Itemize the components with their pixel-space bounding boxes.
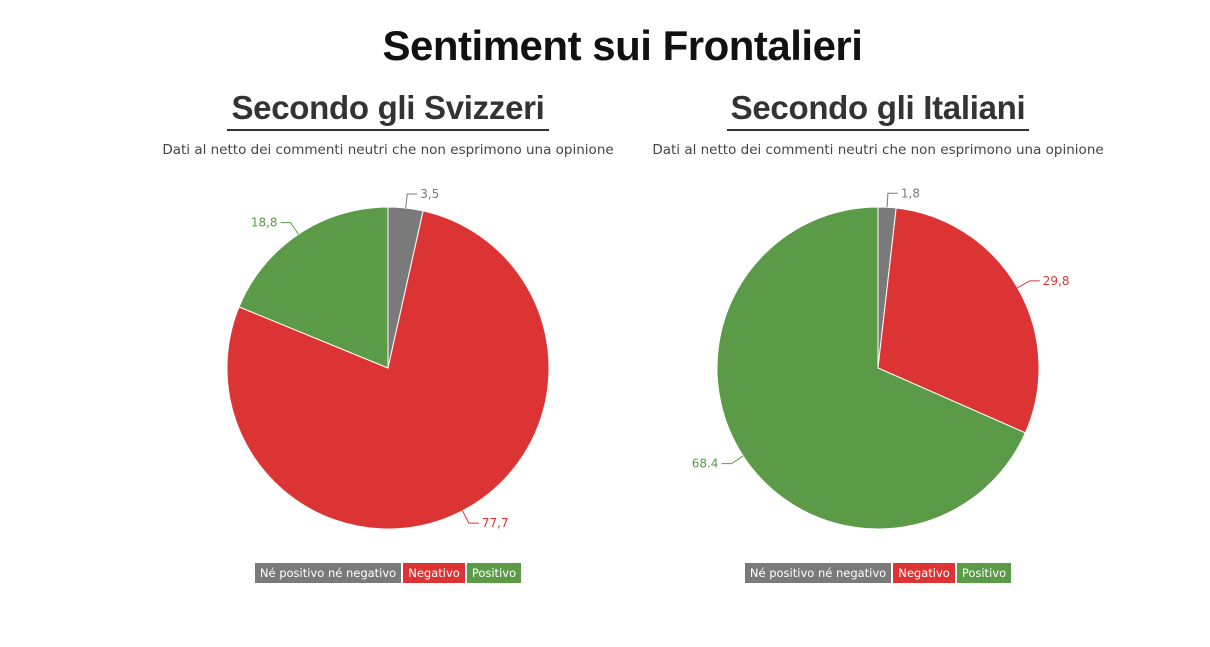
page-title: Sentiment sui Frontalieri [382, 22, 863, 69]
chart-title: Secondo gli Italiani [618, 89, 1138, 131]
chart-svizzeri: Secondo gli Svizzeri Dati al netto dei c… [128, 85, 648, 605]
legend: Né positivo né negativo Negativo Positivo [128, 563, 648, 583]
pie-slice-positivo [716, 206, 1027, 530]
chart-italiani: Secondo gli Italiani Dati al netto dei c… [618, 85, 1138, 605]
pie-leader-line [886, 192, 898, 208]
chart-title-text: Secondo gli Italiani [726, 89, 1030, 131]
legend-item-positivo: Positivo [956, 563, 1012, 583]
legend: Né positivo né negativo Negativo Positivo [618, 563, 1138, 583]
legend-item-ne-positivo-ne-negativo: Né positivo né negativo [744, 563, 892, 583]
pie-leader-line [280, 222, 299, 235]
legend-item-positivo: Positivo [466, 563, 522, 583]
pie-slice-positivo [238, 206, 389, 369]
legend-item-negativo: Negativo [893, 563, 955, 583]
pie-leader-line [1017, 280, 1040, 289]
chart-title: Secondo gli Svizzeri [128, 89, 648, 131]
pie-chart: 3,5 77,7 18,8 [226, 187, 550, 530]
pie-slice-negativo [877, 207, 1040, 434]
pie-slice-negativo [226, 210, 550, 530]
legend-item-ne-positivo-ne-negativo: Né positivo né negativo [254, 563, 402, 583]
pie-leader-line [405, 193, 418, 209]
pie-data-label: 68.4 [692, 457, 719, 471]
pie-data-label: 3,5 [420, 187, 439, 201]
chart-subtitle: Dati al netto dei commenti neutri che no… [162, 142, 614, 158]
pie-data-label: 1,8 [901, 186, 920, 200]
chart-title-text: Secondo gli Svizzeri [227, 89, 549, 131]
pie-leader-line [461, 510, 479, 524]
chart-subtitle: Dati al netto dei commenti neutri che no… [652, 142, 1104, 158]
pie-data-label: 18,8 [251, 216, 278, 230]
legend-item-negativo: Negativo [403, 563, 465, 583]
pie-data-label: 29,8 [1043, 274, 1070, 288]
pie-data-label: 77,7 [482, 516, 509, 530]
pie-leader-line [721, 455, 744, 465]
pie-chart: 1,8 29,8 68.4 [692, 186, 1070, 530]
